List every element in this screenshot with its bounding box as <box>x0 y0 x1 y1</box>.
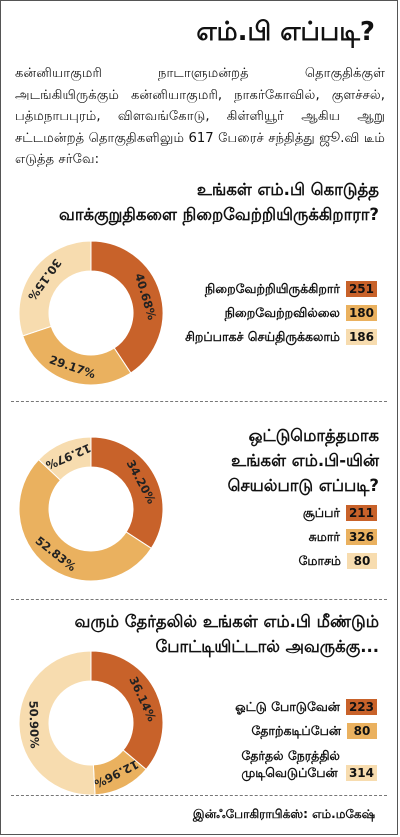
donut-chart-3: 36.14%12.96%50.90% <box>18 650 164 796</box>
question-2-line-1: ஒட்டுமொத்தமாக <box>248 426 379 445</box>
legend-1: நிறைவேற்றியிருக்கிறார் 251 நிறைவேற்றவில்லை… <box>185 277 377 349</box>
legend-label-line: நிறைவேற்றியிருக்கிறார் <box>204 280 340 296</box>
legend-label: ஓட்டு போடுவேன் <box>235 699 340 716</box>
divider <box>11 401 387 402</box>
legend-value: 180 <box>345 305 377 321</box>
pie-slice <box>90 650 164 771</box>
legend-value: 326 <box>345 529 377 545</box>
donut-chart-1: 40.68%29.17%30.15% <box>18 240 164 386</box>
divider <box>11 599 387 600</box>
pie-slice <box>18 458 153 582</box>
legend-label: சிறப்பாகச் செய்திருக்கலாம் <box>185 329 340 346</box>
legend-label-line: சூப்பர் <box>302 504 340 520</box>
legend-label: நிறைவேற்றியிருக்கிறார் <box>205 281 340 298</box>
legend-label: தோற்கடிப்பேன் <box>251 723 341 740</box>
legend-value: 314 <box>345 765 377 781</box>
question-2-line-2: உங்கள் எம்.பி-யின் <box>231 451 379 470</box>
donut-chart-2: 34.20%52.83%12.97% <box>18 436 164 582</box>
legend-label: நிறைவேற்றவில்லை <box>225 305 340 322</box>
legend-label: மோசம் <box>299 553 341 570</box>
legend-label-line: சிறப்பாகச் செய்திருக்கலாம் <box>185 328 340 344</box>
legend-label-line: முடிவெடுப்பேன் <box>241 765 338 780</box>
legend-item: நிறைவேற்றவில்லை 180 <box>185 301 377 325</box>
page-title: எம்.பி எப்படி? <box>196 17 375 47</box>
legend-item: நிறைவேற்றியிருக்கிறார் 251 <box>185 277 377 301</box>
credit-text: இன்ஃபோகிராபிக்ஸ்: எம்.மகேஷ் <box>192 807 375 821</box>
legend-3: ஓட்டு போடுவேன் 223 தோற்கடிப்பேன் 80 தேர்தல் … <box>235 695 377 781</box>
pie-slice <box>18 240 92 337</box>
legend-label-line: தோற்கடிப்பேன் <box>251 722 341 738</box>
question-3-line-1: வரும் தேர்தலில் உங்கள் எம்.பி மீண்டும் <box>74 612 379 631</box>
legend-value: 186 <box>345 329 377 345</box>
question-2-line-3: செயல்பாடு எப்படி? <box>227 476 379 495</box>
legend-item: மோசம் 80 <box>299 549 377 573</box>
legend-label-line: சுமார் <box>308 528 340 544</box>
pie-slice <box>22 325 132 386</box>
legend-label-line: நிறைவேற்றவில்லை <box>224 304 340 320</box>
legend-label-line: தேர்தல் நேரத்தில் <box>241 748 340 763</box>
legend-label: தேர்தல் நேரத்தில் முடிவெடுப்பேன் <box>241 747 340 781</box>
pie-slice <box>90 240 164 374</box>
legend-item: தோற்கடிப்பேன் 80 <box>235 719 377 743</box>
legend-2: சூப்பர் 211 சுமார் 326 மோசம் 80 <box>299 501 377 573</box>
legend-item: சிறப்பாகச் செய்திருக்கலாம் 186 <box>185 325 377 349</box>
legend-value: 80 <box>347 723 377 739</box>
legend-item: தேர்தல் நேரத்தில் முடிவெடுப்பேன் 314 <box>235 743 377 781</box>
intro-text: கன்னியாகுமரி நாடாளுமன்றத் தொகுதிக்குள் அ… <box>15 66 385 167</box>
legend-value: 251 <box>345 281 377 297</box>
divider <box>11 795 387 796</box>
question-1: உங்கள் எம்.பி கொடுத்த வாக்குறுதிகளை நிறை… <box>59 177 379 227</box>
slice-percent-label: 50.90% <box>26 700 41 749</box>
legend-value: 80 <box>347 553 377 569</box>
pie-slice <box>90 436 164 550</box>
legend-label: சூப்பர் <box>303 505 340 522</box>
question-3-line-2: போட்டியிட்டால் அவருக்கு... <box>155 637 379 656</box>
legend-label-line: மோசம் <box>298 552 341 568</box>
legend-value: 211 <box>345 505 377 521</box>
question-1-line-2: வாக்குறுதிகளை நிறைவேற்றியிருக்கிறாரா? <box>59 205 379 224</box>
legend-item: ஓட்டு போடுவேன் 223 <box>235 695 377 719</box>
pie-slice <box>18 650 96 796</box>
legend-label: சுமார் <box>309 529 340 546</box>
legend-label-line: ஓட்டு போடுவேன் <box>235 698 340 714</box>
question-1-line-1: உங்கள் எம்.பி கொடுத்த <box>196 180 379 199</box>
legend-item: சூப்பர் 211 <box>299 501 377 525</box>
legend-item: சுமார் 326 <box>299 525 377 549</box>
question-3: வரும் தேர்தலில் உங்கள் எம்.பி மீண்டும் ப… <box>75 609 379 659</box>
legend-value: 223 <box>345 699 377 715</box>
pie-slice <box>37 436 92 481</box>
question-2: ஒட்டுமொத்தமாக உங்கள் எம்.பி-யின் செயல்பா… <box>228 423 379 498</box>
